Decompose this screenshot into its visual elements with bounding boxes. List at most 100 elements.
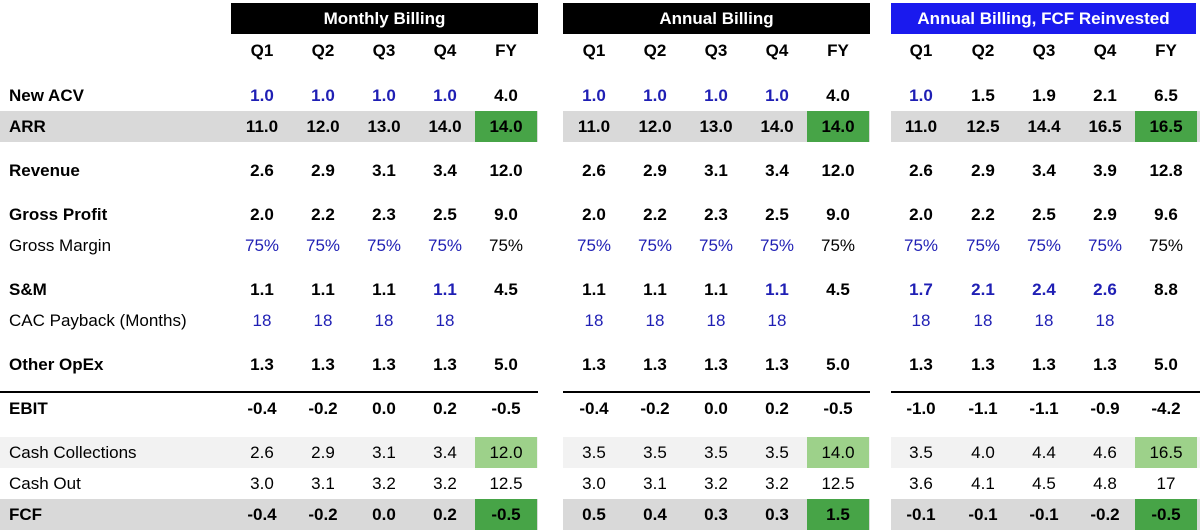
table-cell: 2.5	[765, 205, 789, 224]
table-cell: 4.5	[1032, 474, 1056, 493]
table-cell: 3.1	[311, 474, 335, 493]
table-cell: 3.5	[909, 443, 933, 462]
table-cell: 2.0	[582, 205, 606, 224]
table-cell: 1.3	[971, 355, 995, 374]
table-cell: 13.0	[699, 117, 733, 136]
table-cell: 1.5	[971, 86, 995, 105]
table-cell: 18	[767, 311, 787, 330]
table-cell: 2.2	[311, 205, 335, 224]
table-cell: 0.0	[372, 505, 396, 524]
table-cell: 5.0	[494, 355, 518, 374]
table-cell: 4.5	[494, 280, 518, 299]
table-cell: 14.4	[1027, 117, 1061, 136]
table-cell: 75%	[1026, 236, 1062, 255]
column-header-q3: Q3	[372, 41, 396, 60]
table-cell: 0.5	[582, 505, 606, 524]
table-cell: 16.5	[1135, 437, 1197, 468]
row-band	[0, 499, 1200, 530]
table-cell: 3.4	[433, 443, 457, 462]
table-cell: 2.6	[250, 161, 274, 180]
column-header-q1: Q1	[582, 41, 606, 60]
table-cell: 12.0	[821, 161, 855, 180]
row-label: EBIT	[9, 399, 48, 418]
row-label: Cash Out	[9, 474, 81, 493]
table-cell: 1.0	[643, 86, 667, 105]
table-cell: 14.0	[475, 111, 537, 142]
column-header-q1: Q1	[909, 41, 933, 60]
table-cell: 3.5	[704, 443, 728, 462]
table-cell: 13.0	[367, 117, 401, 136]
table-cell: 2.9	[971, 161, 995, 180]
table-cell: 1.1	[372, 280, 396, 299]
table-cell: 75%	[1087, 236, 1123, 255]
column-header-fy: FY	[495, 41, 517, 60]
table-cell: 3.1	[372, 161, 396, 180]
table-cell: 1.0	[765, 86, 789, 105]
table-cell: 4.5	[826, 280, 850, 299]
table-cell: 1.3	[433, 355, 457, 374]
table-cell: 1.3	[311, 355, 335, 374]
table-cell: 12.0	[489, 161, 523, 180]
table-cell: 3.5	[765, 443, 789, 462]
table-cell: 2.9	[643, 161, 667, 180]
table-cell: 75%	[305, 236, 341, 255]
table-cell: 1.0	[582, 86, 606, 105]
table-cell: 75%	[576, 236, 612, 255]
row-label: Gross Profit	[9, 205, 108, 224]
table-cell: 12.5	[489, 474, 523, 493]
table-cell: 1.1	[643, 280, 667, 299]
table-cell: 4.1	[971, 474, 995, 493]
row-label: New ACV	[9, 86, 84, 105]
table-cell: -0.5	[475, 499, 537, 530]
table-cell: 18	[645, 311, 665, 330]
table-cell: 2.6	[1093, 280, 1117, 299]
table-cell: 3.6	[909, 474, 933, 493]
table-cell: 1.0	[311, 86, 335, 105]
column-header-q3: Q3	[704, 41, 728, 60]
table-cell: -0.2	[308, 505, 338, 524]
table-cell: 2.5	[433, 205, 457, 224]
table-cell: 2.6	[250, 443, 274, 462]
table-cell: 3.2	[372, 474, 396, 493]
table-cell: 2.9	[311, 161, 335, 180]
table-cell: 18	[584, 311, 604, 330]
table-cell: 1.9	[1032, 86, 1056, 105]
table-cell: 6.5	[1154, 86, 1178, 105]
table-cell: 1.5	[807, 499, 869, 530]
table-cell: 2.2	[971, 205, 995, 224]
table-cell: 1.1	[704, 280, 728, 299]
table-cell: -0.1	[906, 505, 936, 524]
table-cell: 1.0	[909, 86, 933, 105]
table-cell: 1.1	[250, 280, 274, 299]
table-cell: 1.3	[250, 355, 274, 374]
table-cell: 12.5	[821, 474, 855, 493]
table-cell: 12.8	[1149, 161, 1183, 180]
table-cell: 3.4	[765, 161, 789, 180]
table-cell: 75%	[637, 236, 673, 255]
table-cell: 1.3	[909, 355, 933, 374]
table-cell: -0.2	[1090, 505, 1120, 524]
table-cell: -0.9	[1090, 399, 1120, 418]
table-cell: 1.1	[311, 280, 335, 299]
table-cell: 75%	[698, 236, 734, 255]
table-cell: 3.2	[765, 474, 789, 493]
table-cell: 75%	[366, 236, 402, 255]
table-cell: 2.3	[372, 205, 396, 224]
table-cell: 2.9	[311, 443, 335, 462]
table-cell: 75%	[965, 236, 1001, 255]
table-cell: 0.0	[704, 399, 728, 418]
column-header-fy: FY	[1155, 41, 1177, 60]
table-cell: 11.0	[245, 117, 279, 136]
table-cell: -0.5	[491, 399, 521, 418]
row-label: Revenue	[9, 161, 80, 180]
table-cell: 0.2	[765, 399, 789, 418]
table-cell: 2.5	[1032, 205, 1056, 224]
table-cell: 75%	[427, 236, 463, 255]
table-cell: 9.6	[1154, 205, 1178, 224]
table-cell: 4.0	[494, 86, 518, 105]
table-cell: 1.1	[433, 280, 457, 299]
table-cell: 18	[1095, 311, 1115, 330]
table-cell: -0.1	[1029, 505, 1059, 524]
table-cell: -0.4	[579, 399, 609, 418]
table-cell: 1.3	[643, 355, 667, 374]
